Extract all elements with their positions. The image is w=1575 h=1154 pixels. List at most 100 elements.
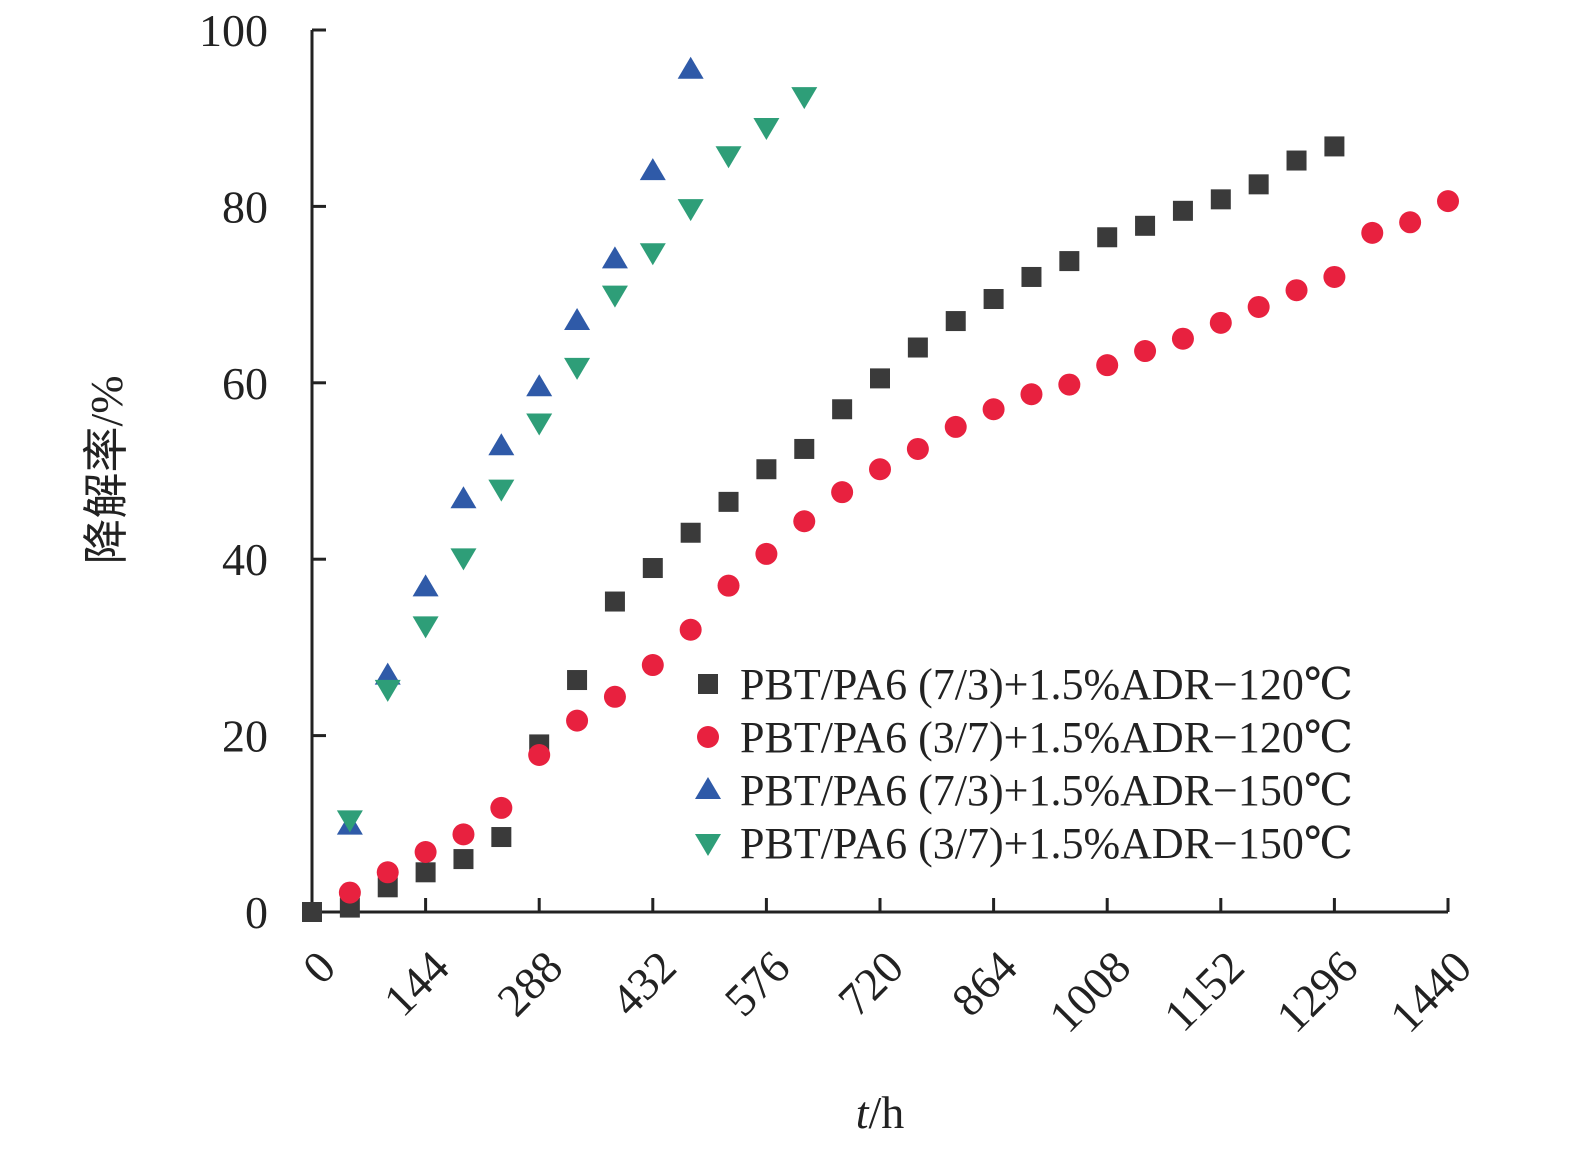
data-point [528,744,551,767]
data-point [452,823,475,846]
x-axis-title-italic: t [856,1087,870,1138]
x-axis-title: t/h [856,1087,905,1138]
legend-label: PBT/PA6 (7/3)+1.5%ADR−120℃ [740,660,1353,709]
data-point [488,479,515,502]
data-point [1286,150,1307,171]
x-tick-label: 576 [715,941,800,1026]
data-point [1324,136,1345,157]
data-point [1097,227,1118,248]
y-ticks: 0 20 40 60 80 100 [199,5,326,938]
data-point [490,796,513,819]
data-point [302,902,322,922]
data-point [526,413,553,436]
x-tick-label: 288 [487,941,572,1026]
legend-marker [695,777,721,799]
data-point [753,118,780,141]
data-point [412,616,439,639]
data-point [336,810,363,833]
data-point [1210,189,1231,210]
data-point [1437,190,1459,213]
data-point [374,679,401,702]
data-point [1135,215,1156,236]
data-point [832,399,853,420]
data-point [1248,174,1269,195]
y-axis-title: 降解率/% [81,375,132,564]
x-tick-label: 432 [601,941,686,1026]
legend-marker [698,674,718,694]
data-point [374,662,401,685]
data-point [1247,295,1270,318]
data-point [338,881,361,904]
data-point [1059,251,1080,272]
data-point [1323,265,1346,288]
x-tick-label: 1152 [1154,941,1254,1041]
y-tick-label: 40 [222,534,268,585]
data-point [376,861,399,884]
data-point [679,618,702,641]
x-tick-label: 1440 [1380,941,1481,1042]
x-tick-label: 1296 [1266,941,1367,1042]
y-tick-label: 100 [199,5,268,56]
data-point [1134,340,1157,363]
legend-label: PBT/PA6 (3/7)+1.5%ADR−150℃ [740,819,1353,868]
series-3 [336,56,704,835]
data-point [1172,200,1193,221]
data-point [1285,279,1308,302]
data-point [715,146,742,169]
data-point [377,877,398,898]
x-tick-label: 720 [828,941,913,1026]
data-point [1209,311,1232,334]
data-point [677,56,704,79]
data-point [677,199,704,222]
data-point [1058,373,1081,396]
data-point [601,285,628,308]
data-points [302,56,1459,922]
data-point [1021,266,1042,287]
data-point [1020,383,1043,406]
data-point [982,398,1005,421]
data-point [1096,354,1119,377]
data-point [639,243,666,266]
series-2 [338,190,1459,904]
x-tick-label: 144 [374,941,459,1026]
data-point [339,897,360,918]
data-point [526,374,553,397]
data-point [603,685,626,708]
data-point [564,357,591,380]
data-point [453,849,474,870]
data-point [450,548,477,571]
data-point [488,433,515,456]
legend-marker [697,726,719,748]
data-point [641,654,664,677]
data-point [567,670,588,691]
data-point [564,308,591,331]
data-point [450,486,477,509]
data-point [793,510,816,533]
y-tick-label: 20 [222,711,268,762]
x-axis-title-unit: /h [869,1087,905,1138]
data-point [983,289,1004,310]
data-point [718,491,739,512]
data-point [791,87,818,110]
data-point [717,574,740,597]
data-point [1361,221,1384,244]
legend-label: PBT/PA6 (3/7)+1.5%ADR−120℃ [740,713,1353,762]
data-point [794,438,815,459]
series-1 [302,136,1345,922]
series-4 [336,87,818,833]
data-point [642,558,663,579]
data-point [680,522,701,543]
data-point [604,591,625,612]
y-tick-label: 60 [222,358,268,409]
y-tick-label: 0 [245,887,268,938]
x-tick-label: 1008 [1039,941,1140,1042]
legend-marker [695,834,721,856]
data-point [1399,211,1422,234]
x-tick-label: 0 [293,941,345,993]
data-point [415,862,436,883]
data-point [566,709,589,732]
x-tick-label: 864 [942,941,1027,1026]
